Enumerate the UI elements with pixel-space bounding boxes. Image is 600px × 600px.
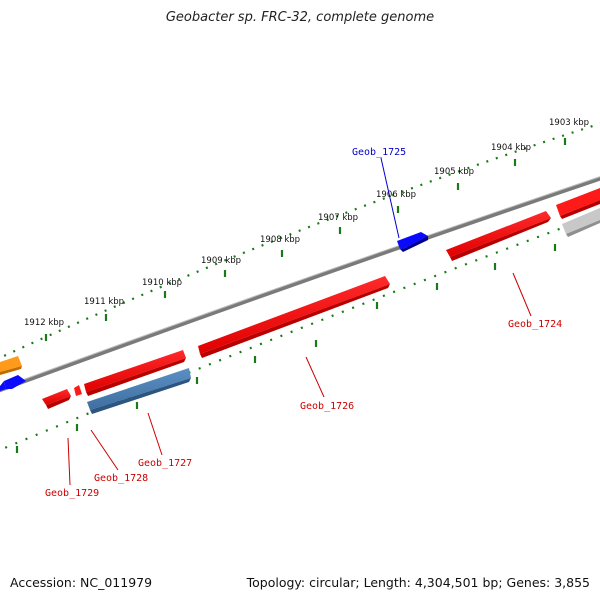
gene-geob-1729 <box>42 389 71 409</box>
scale-labels: 1903 kbp 1904 kbp 1905 kbp 1906 kbp 1907… <box>24 118 589 328</box>
gene-label-geob-1724: Geob_1724 <box>508 319 562 330</box>
genome-backbone-highlight <box>0 176 600 389</box>
inner-major-ticks <box>15 244 557 453</box>
genome-backbone <box>0 176 600 393</box>
gene-geob-1728 <box>74 385 82 396</box>
accession-text: Accession: NC_011979 <box>10 575 153 590</box>
gene-geob-1725 <box>397 232 428 252</box>
gene-geob-1727-red <box>84 350 186 396</box>
gene-geob-1727 <box>87 368 191 414</box>
scale-label-1911: 1911 kbp <box>84 297 124 307</box>
scale-label-1910: 1910 kbp <box>142 278 182 288</box>
gene-orange-left <box>0 356 22 375</box>
gene-label-geob-1728: Geob_1728 <box>94 473 148 484</box>
gene-label-geob-1726: Geob_1726 <box>300 401 354 412</box>
gene-gray-partial <box>562 208 600 237</box>
gene-label-geob-1729: Geob_1729 <box>45 488 99 499</box>
gene-geob-1723 <box>556 188 600 219</box>
gene-label-geob-1727: Geob_1727 <box>138 458 192 469</box>
scale-label-1912: 1912 kbp <box>24 318 64 328</box>
inner-scale-dots <box>0 212 600 452</box>
gene-label-geob-1725: Geob_1725 <box>352 147 406 158</box>
map-title: Geobacter sp. FRC-32, complete genome <box>165 10 435 25</box>
scale-label-1906: 1906 kbp <box>376 190 416 200</box>
gene-leader-lines <box>67 157 532 486</box>
gene-blue-left <box>0 375 26 391</box>
scale-label-1908: 1908 kbp <box>260 235 300 245</box>
scale-label-1905: 1905 kbp <box>434 167 474 177</box>
scale-label-1909: 1909 kbp <box>201 256 241 266</box>
scale-label-1904: 1904 kbp <box>491 143 531 153</box>
scale-label-1903: 1903 kbp <box>549 118 589 128</box>
genome-stats-text: Topology: circular; Length: 4,304,501 bp… <box>246 575 590 590</box>
outer-major-ticks <box>44 138 567 341</box>
scale-label-1907: 1907 kbp <box>318 213 358 223</box>
gene-geob-1724 <box>446 211 551 261</box>
gene-geob-1726 <box>198 276 390 358</box>
outer-scale-dots <box>0 122 600 359</box>
